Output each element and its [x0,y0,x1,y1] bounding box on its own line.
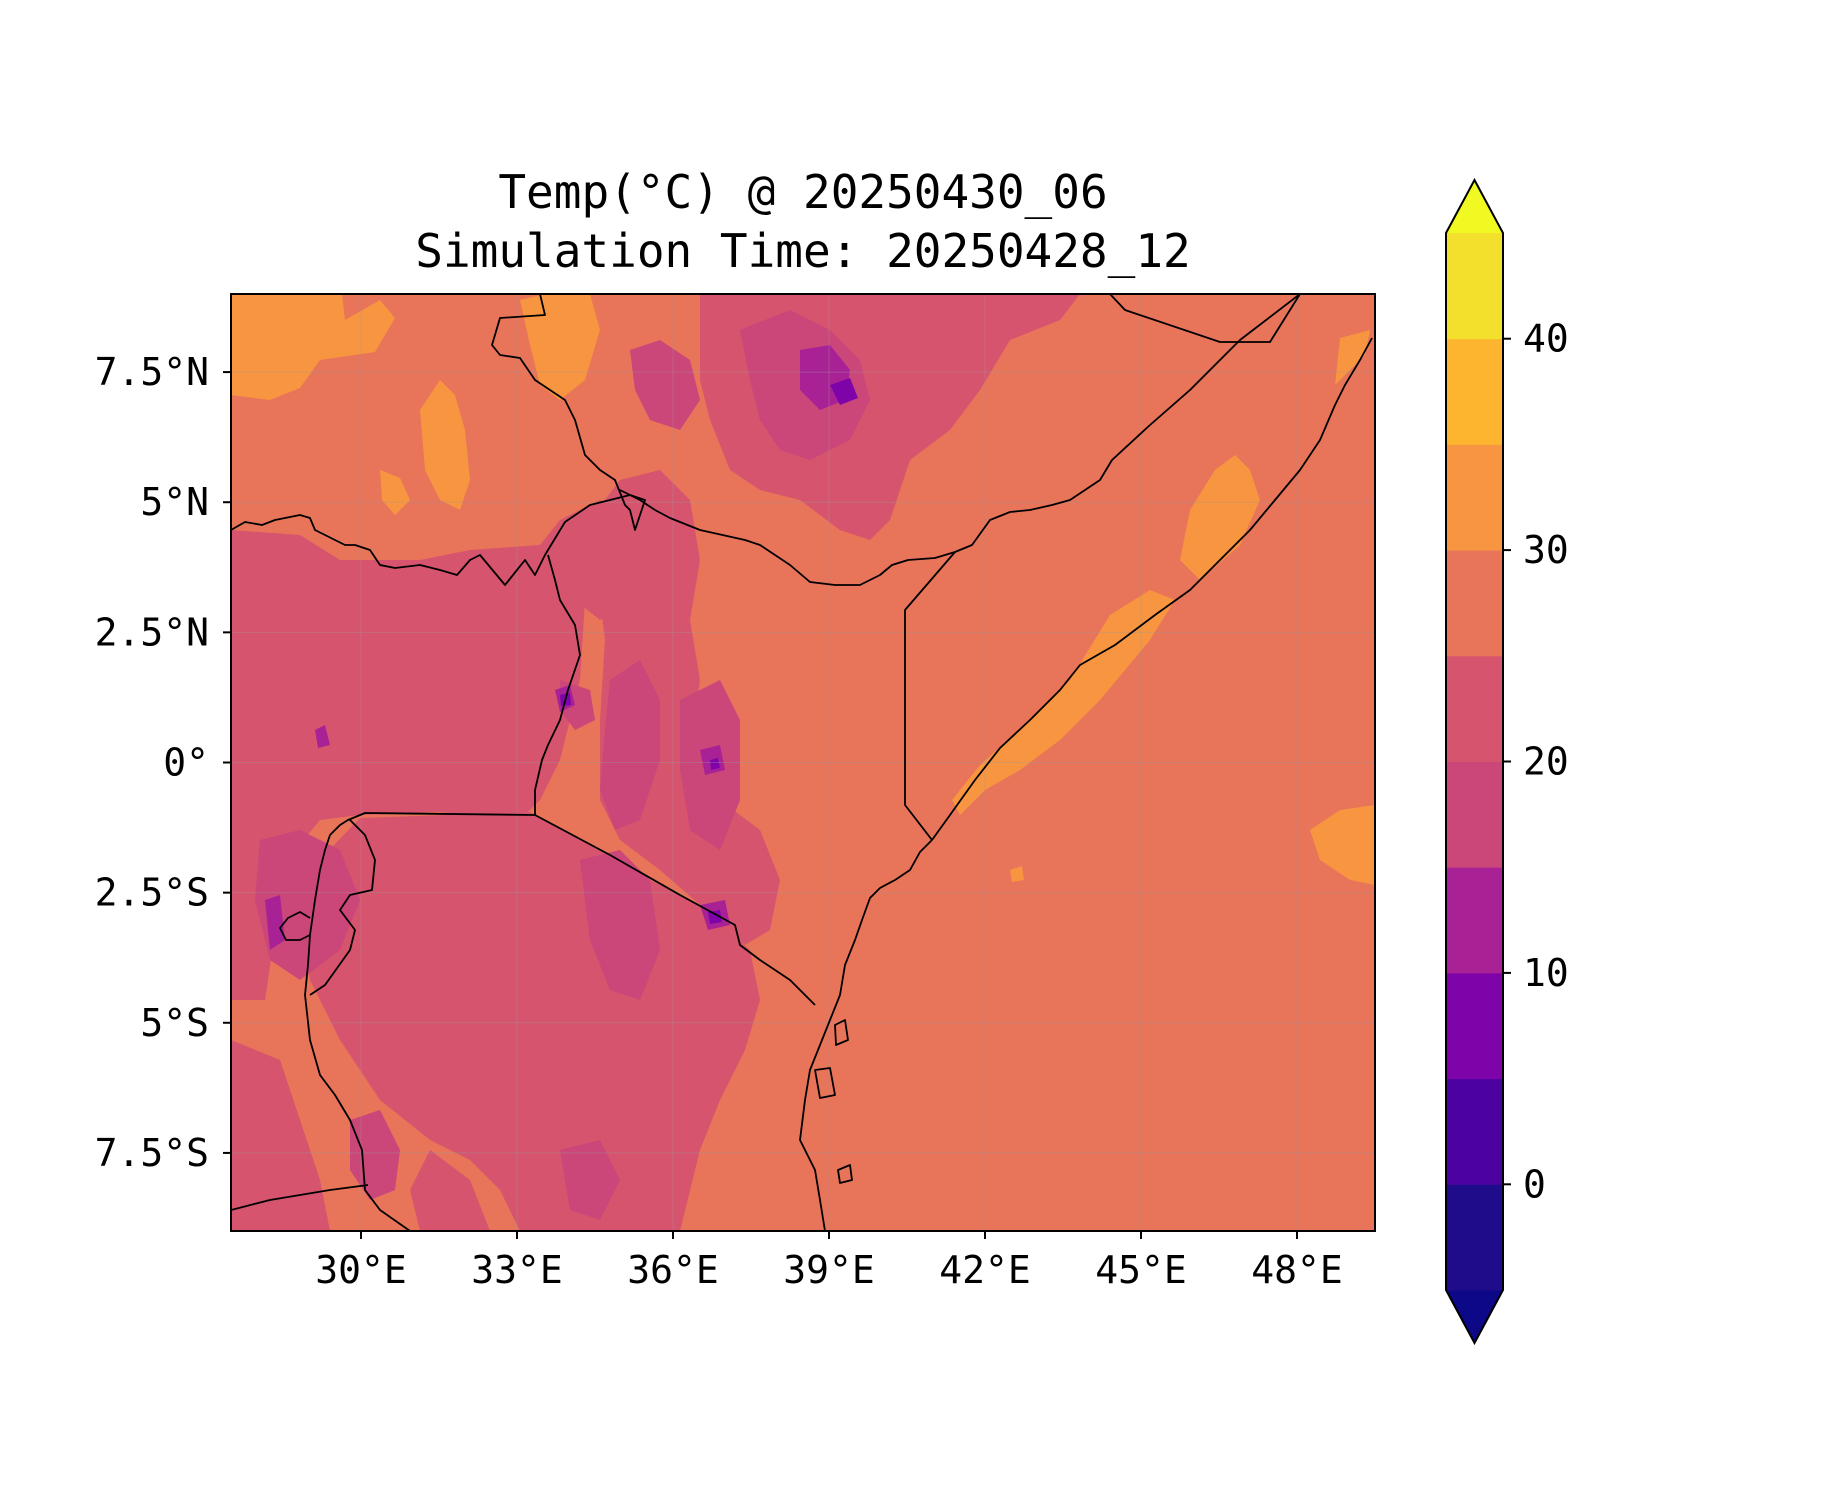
colorbar-segment [1446,867,1503,974]
colorbar-tick-label: 0 [1523,1162,1546,1206]
colorbar-segment [1446,972,1503,1080]
colorbar-over-extension [1446,180,1503,233]
y-tick-label: 7.5°S [95,1131,209,1175]
colorbar-outline [1445,177,1504,1346]
map-gridlines [231,294,1375,1231]
x-tick-label: 45°E [1095,1248,1187,1292]
x-tick-label: 42°E [939,1248,1031,1292]
colorbar-segment [1446,233,1503,340]
y-axis-ticks: 7.5°N 5°N 2.5°N 0° 2.5°S 5°S 7.5°S [95,350,231,1175]
map-title-line2: Simulation Time: 20250428_12 [415,224,1190,278]
x-tick-label: 33°E [471,1248,563,1292]
colorbar-segment [1446,1078,1503,1185]
colorbar-tick-label: 40 [1523,317,1569,361]
temp-band-5-10 [560,378,858,924]
y-tick-label: 2.5°S [95,871,209,915]
x-tick-label: 36°E [627,1248,719,1292]
colorbar-segment [1446,550,1503,657]
colorbar-tick-label: 10 [1523,951,1569,995]
map-title-line1: Temp(°C) @ 20250430_06 [498,165,1107,219]
colorbar-tick-label: 20 [1523,740,1569,784]
x-axis-ticks: 30°E 33°E 36°E 39°E 42°E 45°E 48°E [315,1231,1343,1292]
colorbar-under-extension [1446,1290,1503,1343]
y-tick-label: 5°N [140,480,209,524]
country-borders [231,294,1373,1231]
x-tick-label: 48°E [1251,1248,1343,1292]
colorbar-segment [1446,338,1503,445]
map-area[interactable] [231,294,1375,1231]
colorbar[interactable]: 0 10 20 30 40 [1445,177,1569,1346]
colorbar-segment [1446,655,1503,762]
y-tick-label: 0° [163,741,209,785]
y-tick-label: 2.5°N [95,610,209,654]
colorbar-tick-label: 30 [1523,528,1569,572]
x-tick-label: 39°E [783,1248,875,1292]
colorbar-segment [1446,1184,1503,1291]
colorbar-segment [1446,761,1503,868]
colorbar-segment [1446,444,1503,551]
y-tick-label: 7.5°N [95,350,209,394]
x-tick-label: 30°E [315,1248,407,1292]
y-tick-label: 5°S [140,1001,209,1045]
